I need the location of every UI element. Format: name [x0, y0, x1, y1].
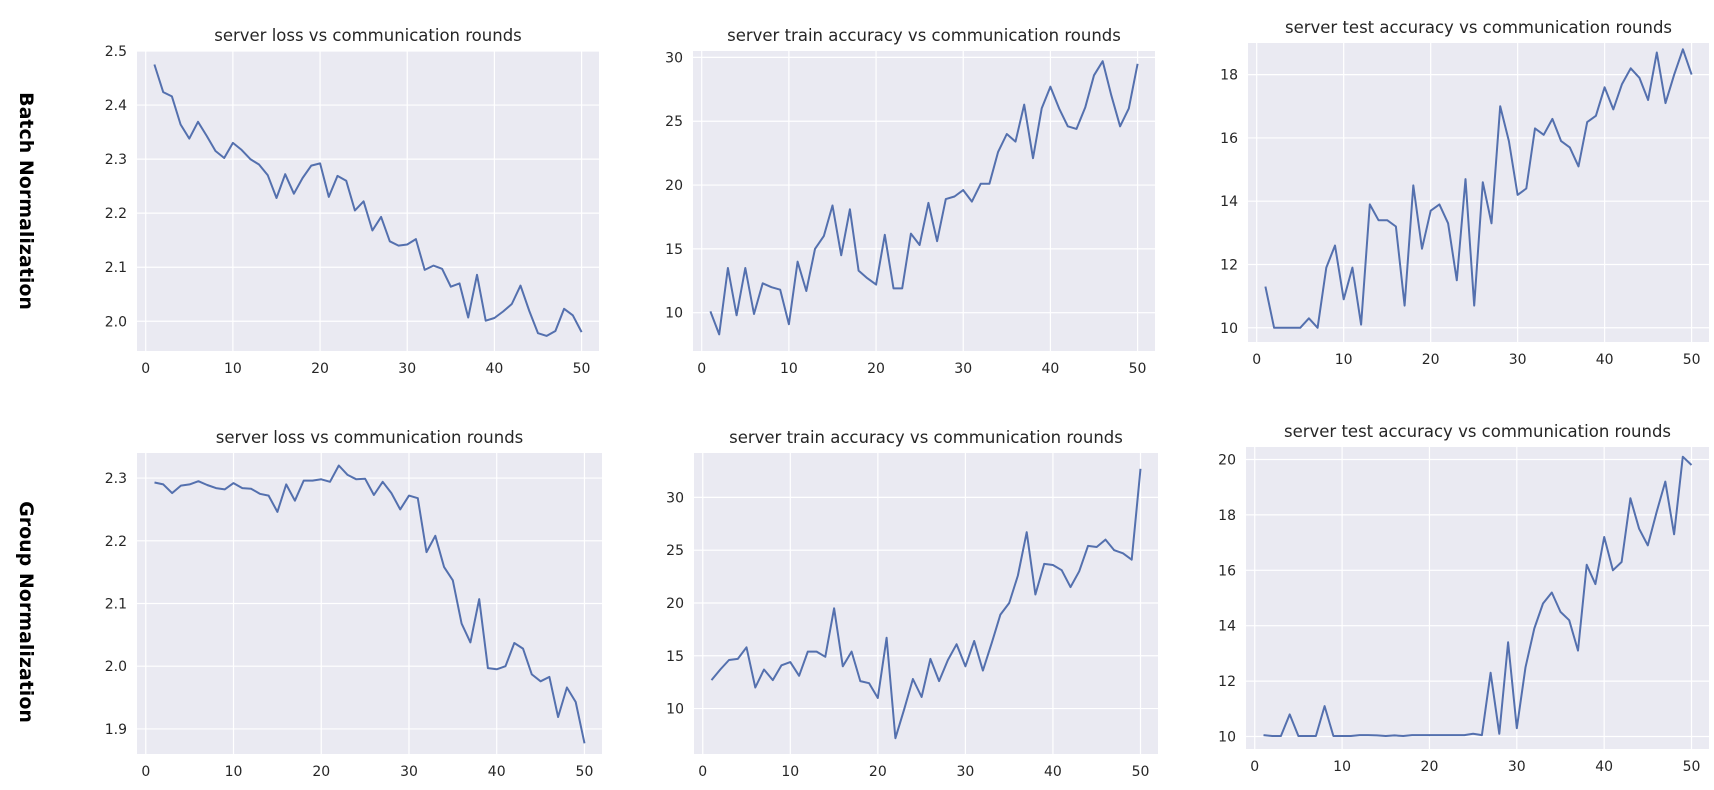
row-label-batch-normalization: Batch Normalization — [15, 92, 37, 310]
x-tick-label: 20 — [869, 764, 887, 780]
y-tick-label: 20 — [1218, 452, 1236, 468]
x-tick-label: 10 — [781, 764, 799, 780]
y-tick-label: 16 — [1218, 563, 1236, 579]
y-tick-label: 2.4 — [105, 98, 127, 114]
y-tick-label: 25 — [666, 543, 684, 559]
series-line — [153, 64, 583, 337]
y-tick-label: 30 — [666, 490, 684, 506]
series-line — [1263, 455, 1693, 737]
x-tick-label: 30 — [956, 764, 974, 780]
plot-area — [1248, 43, 1709, 342]
y-tick-label: 2.2 — [105, 206, 127, 222]
x-tick-label: 40 — [488, 764, 506, 780]
y-tick-label: 16 — [1220, 131, 1238, 147]
chart-panel: 0 10 20 30 40 50 10 12 14 16 18 server test accurac… — [1220, 18, 1709, 368]
chart-title: server test accuracy vs communication ro… — [1285, 18, 1672, 37]
plot-area — [1246, 447, 1709, 749]
chart-title: server loss vs communication rounds — [216, 428, 524, 447]
row-label-group-normalization: Group Normalization — [15, 501, 37, 723]
y-tick-label: 25 — [665, 114, 683, 130]
x-tick-label: 50 — [1683, 352, 1701, 368]
x-tick-label: 50 — [573, 361, 591, 377]
y-tick-label: 14 — [1220, 194, 1238, 210]
y-tick-label: 2.0 — [105, 659, 127, 675]
x-tick-label: 30 — [954, 361, 972, 377]
y-tick-label: 2.3 — [105, 152, 127, 168]
x-tick-label: 20 — [1422, 352, 1440, 368]
chart-panels: 0 10 20 30 40 50 2.0 2.1 2.2 2.3 2.4 2.5 server loss… — [105, 18, 1709, 780]
x-tick-label: 40 — [1595, 759, 1613, 775]
x-tick-label: 20 — [312, 764, 330, 780]
y-tick-label: 12 — [1220, 257, 1238, 273]
plot-area — [693, 51, 1155, 351]
y-tick-label: 10 — [666, 702, 684, 718]
y-tick-label: 18 — [1220, 68, 1238, 84]
y-tick-label: 15 — [666, 649, 684, 665]
x-tick-label: 0 — [698, 764, 707, 780]
chart-title: server train accuracy vs communication r… — [729, 428, 1123, 447]
x-tick-label: 0 — [1250, 759, 1259, 775]
y-tick-label: 2.1 — [105, 597, 127, 613]
chart-panel: 0 10 20 30 40 50 1.9 2.0 2.1 2.2 2.3 server loss vs… — [105, 428, 602, 780]
x-tick-label: 10 — [224, 361, 242, 377]
x-tick-label: 0 — [1252, 352, 1261, 368]
x-tick-label: 0 — [141, 764, 150, 780]
x-tick-label: 50 — [1129, 361, 1147, 377]
x-tick-label: 0 — [697, 361, 706, 377]
y-tick-label: 2.3 — [105, 471, 127, 487]
y-tick-label: 10 — [665, 306, 683, 322]
y-tick-label: 1.9 — [105, 722, 127, 738]
x-tick-label: 40 — [1596, 352, 1614, 368]
y-tick-label: 2.1 — [105, 260, 127, 276]
y-tick-label: 15 — [665, 242, 683, 258]
chart-title: server train accuracy vs communication r… — [727, 26, 1121, 45]
series-line — [154, 464, 586, 744]
chart-panel: 0 10 20 30 40 50 10 15 20 25 30 server train accura… — [666, 428, 1158, 780]
x-tick-label: 30 — [1509, 352, 1527, 368]
series-line — [1264, 48, 1693, 329]
chart-panel: 0 10 20 30 40 50 2.0 2.1 2.2 2.3 2.4 2.5 server loss… — [105, 26, 599, 377]
x-tick-label: 30 — [400, 764, 418, 780]
plot-area — [137, 51, 599, 351]
chart-panel: 0 10 20 30 40 50 10 15 20 25 30 server train accura… — [665, 26, 1155, 377]
y-tick-label: 20 — [665, 178, 683, 194]
y-tick-label: 10 — [1220, 321, 1238, 337]
chart-title: server test accuracy vs communication ro… — [1284, 422, 1671, 441]
x-tick-label: 50 — [1132, 764, 1150, 780]
y-tick-label: 18 — [1218, 508, 1236, 524]
x-tick-label: 10 — [225, 764, 243, 780]
x-tick-label: 10 — [1335, 352, 1353, 368]
y-tick-label: 2.0 — [105, 314, 127, 330]
chart-title: server loss vs communication rounds — [214, 26, 522, 45]
x-tick-label: 30 — [1508, 759, 1526, 775]
y-tick-label: 20 — [666, 596, 684, 612]
chart-panel: 0 10 20 30 40 50 10 12 14 16 18 20 server test accur… — [1218, 422, 1709, 775]
y-tick-label: 2.2 — [105, 534, 127, 550]
x-tick-label: 30 — [398, 361, 416, 377]
x-tick-label: 40 — [1041, 361, 1059, 377]
x-tick-label: 50 — [1683, 759, 1701, 775]
x-tick-label: 10 — [1333, 759, 1351, 775]
x-tick-label: 20 — [1421, 759, 1439, 775]
y-tick-label: 10 — [1218, 730, 1236, 746]
series-line — [709, 60, 1139, 336]
y-tick-label: 30 — [665, 50, 683, 66]
x-tick-label: 10 — [780, 361, 798, 377]
x-tick-label: 20 — [867, 361, 885, 377]
x-tick-label: 50 — [576, 764, 594, 780]
y-tick-label: 14 — [1218, 619, 1236, 635]
series-line — [710, 468, 1142, 740]
x-tick-label: 40 — [1044, 764, 1062, 780]
x-tick-label: 20 — [311, 361, 329, 377]
x-tick-label: 0 — [141, 361, 150, 377]
x-tick-label: 40 — [485, 361, 503, 377]
y-tick-label: 2.5 — [105, 44, 127, 60]
y-tick-label: 12 — [1218, 674, 1236, 690]
